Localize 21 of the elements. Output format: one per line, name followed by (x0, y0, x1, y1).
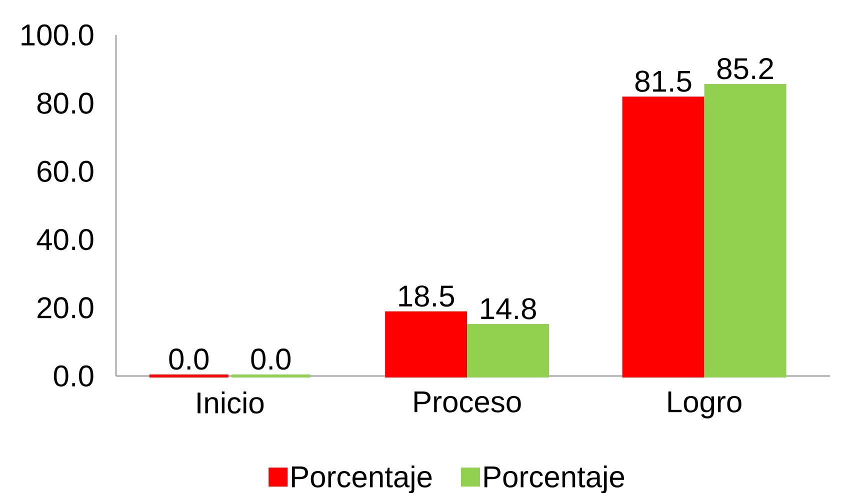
y-tick-label: 0.0 (54, 365, 94, 387)
data-label: 81.5 (635, 70, 692, 92)
y-tick-label: 80.0 (37, 92, 94, 114)
legend-label: Porcentaje (484, 465, 624, 493)
y-tick-label: 60.0 (38, 160, 94, 182)
bar (385, 311, 468, 378)
y-tick-label: 20.0 (38, 297, 94, 318)
bar (467, 324, 550, 378)
bar (704, 84, 786, 378)
legend-label: Porcentaje (292, 465, 432, 493)
data-label: 0.0 (169, 348, 209, 370)
data-label: 14.8 (481, 298, 536, 320)
x-tick-label: Inicio (198, 392, 264, 414)
y-tick-label: 40.0 (36, 228, 94, 250)
data-label: 85.2 (717, 58, 773, 80)
data-label: 0.0 (251, 348, 291, 370)
bar (622, 96, 704, 378)
y-tick-label: 100.0 (22, 24, 94, 46)
data-label: 18.5 (399, 285, 454, 307)
x-tick-label: Logro (668, 392, 742, 418)
x-tick-label: Proceso (414, 392, 521, 412)
